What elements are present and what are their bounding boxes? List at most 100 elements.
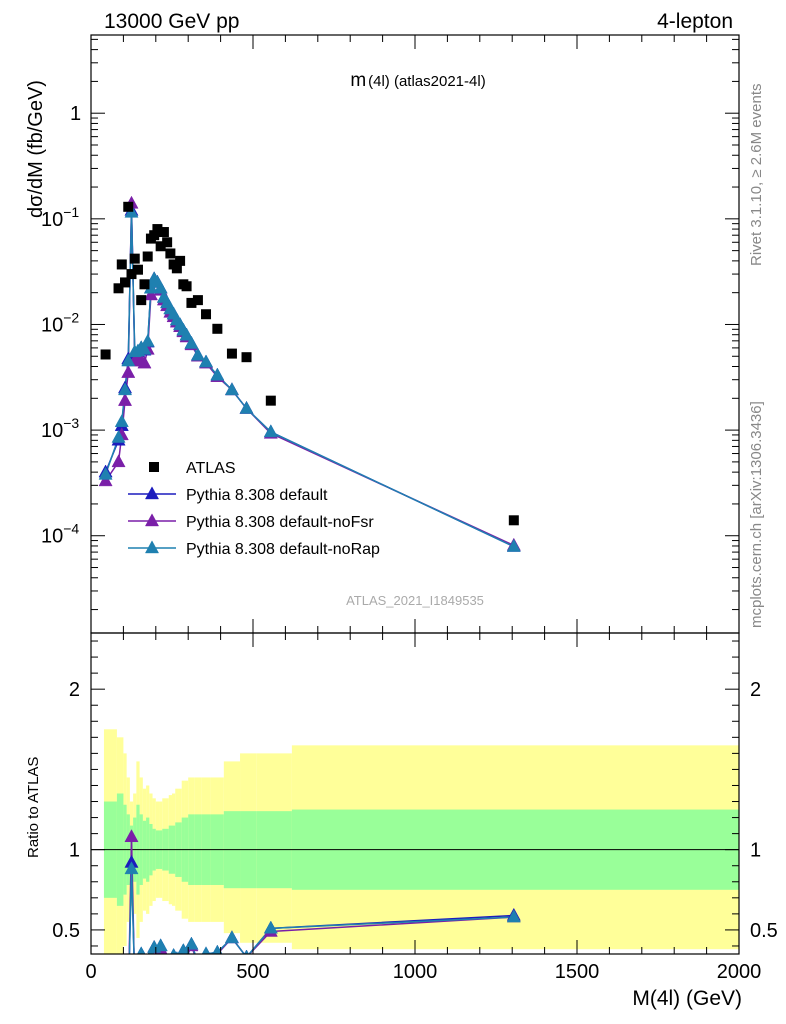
atlas-point [508,515,519,526]
ratio-point [115,999,128,1011]
ratio-point [141,977,154,989]
x-tick-label: 500 [236,961,269,983]
y-tick-label-main: 1 [70,103,81,125]
atlas-point [165,248,176,259]
ratio-point [135,961,148,973]
ratio-point [224,930,239,944]
ratio-point [124,861,139,875]
ratio-point [157,965,170,977]
ratio-point [164,958,177,970]
mc-point [263,424,278,438]
atlas-point [175,255,186,266]
ratio-point [156,952,159,954]
x-tick-label: 0 [85,961,96,983]
ratio-point [118,988,131,1000]
atlas-point [136,295,147,306]
y-tick-label-ratio-right: 2 [750,679,761,701]
atlas-point [212,323,223,334]
atlas-point [113,283,124,294]
ratio-point [99,991,112,1003]
ratio-point [122,997,135,1009]
ratio-point [112,999,125,1011]
atlas-point [126,269,137,280]
legend: ATLAS Pythia 8.308 default Pythia 8.308 de… [128,460,380,558]
atlas-point [120,277,131,288]
atlas-point [123,201,134,212]
ratio-point [131,981,144,993]
ratio-point [112,997,125,1009]
ratio-point [118,987,131,999]
header-left: 13000 GeV pp [104,10,239,33]
ratio-point [161,960,174,972]
mc-point [111,454,126,468]
atlas-point [155,241,166,252]
x-axis-label: M(4l) (GeV) [632,987,742,1010]
ratio-point [506,909,521,923]
ratio-point [156,952,159,954]
atlas-point [171,263,182,274]
atlas-point [100,349,111,360]
legend-label: ATLAS [186,460,236,477]
legend-label: Pythia 8.308 default-noRap [186,541,380,558]
atlas-point [152,224,163,235]
legend-triangle-marker [144,540,160,554]
ratio-point [122,999,135,1011]
y-tick-label-ratio: 1 [69,840,80,862]
analysis-watermark: ATLAS_2021_I1849535 [346,593,484,608]
ratio-point [115,998,128,1010]
ratio-point [161,963,174,975]
mc-point [140,333,155,347]
ratio-point [153,938,168,952]
ratio-point [99,991,112,1003]
x-tick-label: 1000 [393,961,438,983]
mc-point [121,353,136,367]
x-tick-label: 1500 [555,961,600,983]
ratio-point [138,965,151,977]
mc-point [184,335,199,349]
ratio-point [144,956,157,968]
ratio-point [122,997,135,1009]
ratio-point [164,955,177,967]
mc-point [506,538,521,552]
y-axis-label-ratio: Ratio to ATLAS [25,757,42,858]
ratio-point [191,955,204,967]
y-tick-label-ratio: 2 [69,679,80,701]
atlas-point [265,395,276,406]
ratio-point [157,965,170,977]
mc-point [210,367,225,381]
mc-point [137,355,152,369]
atlas-point [149,230,160,241]
ratio-point [164,955,177,967]
ratio-point [137,946,146,954]
ratio-point [170,947,177,954]
ratio-point [141,979,154,991]
legend-entry: Pythia 8.308 default [128,486,328,504]
atlas-point [181,281,192,292]
plot-title: m (4l) (atlas2021-4l) [350,70,485,91]
y-tick-label-ratio-right: 0.5 [750,920,778,942]
atlas-point [201,309,212,320]
ratio-point [128,979,141,991]
rivet-label: Rivet 3.1.10, ≥ 2.6M events [748,84,765,267]
ratio-point [118,991,131,1003]
mcplots-label: mcplots.cern.ch [arXiv:1306.3436] [748,401,765,628]
legend-label: Pythia 8.308 default [186,487,328,504]
atlas-point [116,259,127,270]
y-tick-label-main: 10−4 [41,521,79,548]
main-panel: 1 10−1 10−2 10−3 10−4 m (4l) (atlas2021-4l) A… [25,34,740,634]
atlas-point [142,251,153,262]
ratio-point [174,963,187,975]
ratio-point [174,963,187,975]
ratio-point [184,936,199,950]
atlas-point [186,297,197,308]
mc-point [179,327,194,341]
mc-point [117,382,133,396]
mc-point [98,466,113,480]
atlas-point [132,264,143,275]
header-right: 4-lepton [657,10,733,33]
y-tick-label-ratio: 0.5 [52,920,80,942]
ratio-point [244,949,249,954]
ratio-point [157,966,170,978]
mc-point [137,341,152,355]
